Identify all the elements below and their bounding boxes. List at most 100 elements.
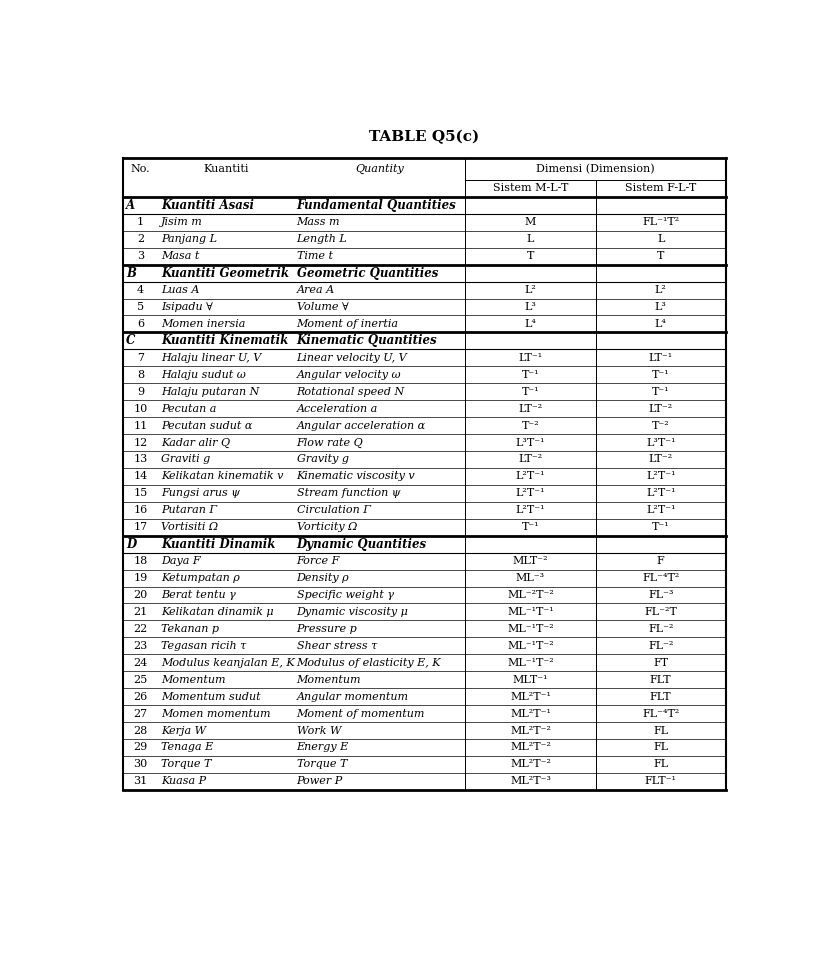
Text: Pecutan sudut α: Pecutan sudut α xyxy=(160,421,252,430)
Text: FL⁻⁴T²: FL⁻⁴T² xyxy=(641,573,679,583)
Text: 9: 9 xyxy=(136,387,144,396)
Text: LT⁻²: LT⁻² xyxy=(648,403,672,414)
Text: Quantity: Quantity xyxy=(355,164,404,174)
Text: Force F: Force F xyxy=(296,556,340,566)
Text: L³T⁻¹: L³T⁻¹ xyxy=(645,437,675,448)
Text: Moment of inertia: Moment of inertia xyxy=(296,319,398,329)
Text: TABLE Q5(c): TABLE Q5(c) xyxy=(369,130,479,144)
Text: Kuantiti Dinamik: Kuantiti Dinamik xyxy=(160,538,275,550)
Text: T⁻¹: T⁻¹ xyxy=(651,369,669,380)
Text: Kadar alir Q: Kadar alir Q xyxy=(160,437,230,448)
Text: Momentum: Momentum xyxy=(160,675,225,685)
Text: Sistem M-L-T: Sistem M-L-T xyxy=(492,184,567,193)
Text: 12: 12 xyxy=(133,437,147,448)
Text: Geometric Quantities: Geometric Quantities xyxy=(296,267,437,279)
Text: ML⁻¹T⁻²: ML⁻¹T⁻² xyxy=(506,624,553,633)
Text: Volume ∀: Volume ∀ xyxy=(296,302,348,312)
Text: Density ρ: Density ρ xyxy=(296,573,349,583)
Text: Stream function ψ: Stream function ψ xyxy=(296,488,399,498)
Text: Momentum: Momentum xyxy=(296,675,361,685)
Text: L²T⁻¹: L²T⁻¹ xyxy=(515,471,544,482)
Text: Isipadu ∀: Isipadu ∀ xyxy=(160,302,213,312)
Text: LT⁻¹: LT⁻¹ xyxy=(648,353,672,363)
Text: Gravity g: Gravity g xyxy=(296,454,348,464)
Text: Graviti g: Graviti g xyxy=(160,454,210,464)
Text: T⁻²: T⁻² xyxy=(521,421,538,430)
Text: T⁻²: T⁻² xyxy=(651,421,669,430)
Text: FL⁻²: FL⁻² xyxy=(648,624,672,633)
Text: Torque T: Torque T xyxy=(296,759,347,770)
Text: L⁴: L⁴ xyxy=(654,319,666,329)
Text: L²: L² xyxy=(654,285,666,295)
Text: Panjang L: Panjang L xyxy=(160,234,217,245)
Text: M: M xyxy=(524,218,536,227)
Text: T⁻¹: T⁻¹ xyxy=(521,369,538,380)
Text: Kuantiti Asasi: Kuantiti Asasi xyxy=(160,199,254,212)
Text: ML²T⁻¹: ML²T⁻¹ xyxy=(509,691,550,702)
Text: Energy E: Energy E xyxy=(296,743,348,752)
Text: Kuantiti: Kuantiti xyxy=(203,164,248,174)
Text: FL: FL xyxy=(653,743,667,752)
Text: FL: FL xyxy=(653,759,667,770)
Text: T⁻¹: T⁻¹ xyxy=(521,387,538,396)
Text: L³: L³ xyxy=(654,302,666,312)
Text: Dynamic Quantities: Dynamic Quantities xyxy=(296,538,426,550)
Text: Circulation Γ: Circulation Γ xyxy=(296,506,370,515)
Text: Rotational speed N: Rotational speed N xyxy=(296,387,404,396)
Text: FL⁻²T: FL⁻²T xyxy=(643,607,676,617)
Text: 24: 24 xyxy=(133,658,147,668)
Text: Kelikatan dinamik μ: Kelikatan dinamik μ xyxy=(160,607,273,617)
Text: Momen momentum: Momen momentum xyxy=(160,709,270,718)
Text: Moment of momentum: Moment of momentum xyxy=(296,709,424,718)
Text: ML²T⁻²: ML²T⁻² xyxy=(509,725,550,736)
Text: FL⁻⁴T²: FL⁻⁴T² xyxy=(641,709,679,718)
Text: Ketumpatan ρ: Ketumpatan ρ xyxy=(160,573,239,583)
Text: Power P: Power P xyxy=(296,777,342,786)
Text: Angular acceleration α: Angular acceleration α xyxy=(296,421,425,430)
Text: 16: 16 xyxy=(133,506,147,515)
Text: Kinematic Quantities: Kinematic Quantities xyxy=(296,335,437,347)
Text: Torque T: Torque T xyxy=(160,759,211,770)
Text: 31: 31 xyxy=(133,777,147,786)
Text: 4: 4 xyxy=(136,285,144,295)
Text: ML⁻³: ML⁻³ xyxy=(515,573,544,583)
Text: MLT⁻²: MLT⁻² xyxy=(512,556,547,566)
Text: Mass m: Mass m xyxy=(296,218,340,227)
Text: ML⁻¹T⁻²: ML⁻¹T⁻² xyxy=(506,641,553,651)
Text: L²T⁻¹: L²T⁻¹ xyxy=(645,488,675,498)
Text: Vorticity Ω: Vorticity Ω xyxy=(296,522,356,532)
Text: 10: 10 xyxy=(133,403,147,414)
Text: Sistem F-L-T: Sistem F-L-T xyxy=(624,184,696,193)
Text: L: L xyxy=(526,234,533,245)
Text: FL⁻¹T²: FL⁻¹T² xyxy=(641,218,678,227)
Text: Angular velocity ω: Angular velocity ω xyxy=(296,369,401,380)
Text: Masa t: Masa t xyxy=(160,251,199,261)
Text: No.: No. xyxy=(131,164,150,174)
Text: C: C xyxy=(126,335,135,347)
Text: 15: 15 xyxy=(133,488,147,498)
Text: 21: 21 xyxy=(133,607,147,617)
Text: Kuantiti Geometrik: Kuantiti Geometrik xyxy=(160,267,289,279)
Text: FT: FT xyxy=(653,658,667,668)
Text: Daya F: Daya F xyxy=(160,556,200,566)
Text: A: A xyxy=(126,199,135,212)
Text: T⁻¹: T⁻¹ xyxy=(651,387,669,396)
Text: T⁻¹: T⁻¹ xyxy=(651,522,669,532)
Text: Pressure p: Pressure p xyxy=(296,624,357,633)
Text: Pecutan a: Pecutan a xyxy=(160,403,216,414)
Text: L²T⁻¹: L²T⁻¹ xyxy=(515,488,544,498)
Text: 3: 3 xyxy=(136,251,144,261)
Text: Luas A: Luas A xyxy=(160,285,199,295)
Text: 29: 29 xyxy=(133,743,147,752)
Text: Acceleration a: Acceleration a xyxy=(296,403,377,414)
Text: Tekanan p: Tekanan p xyxy=(160,624,218,633)
Text: FLT: FLT xyxy=(649,675,671,685)
Text: Dimensi (​Dimension​): Dimensi (​Dimension​) xyxy=(536,164,654,174)
Text: 27: 27 xyxy=(133,709,147,718)
Text: ML²T⁻³: ML²T⁻³ xyxy=(509,777,550,786)
Text: LT⁻²: LT⁻² xyxy=(518,454,542,464)
Text: Momentum sudut: Momentum sudut xyxy=(160,691,261,702)
Text: Kuantiti Kinematik: Kuantiti Kinematik xyxy=(160,335,288,347)
Text: LT⁻¹: LT⁻¹ xyxy=(518,353,542,363)
Text: Tegasan ricih τ: Tegasan ricih τ xyxy=(160,641,246,651)
